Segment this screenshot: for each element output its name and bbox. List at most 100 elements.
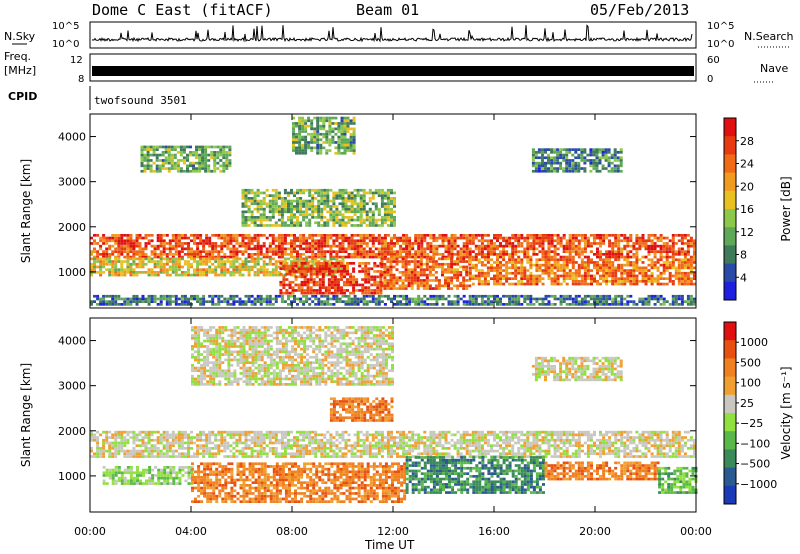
heatmap-cell [616,159,620,162]
heatmap-cell [313,138,317,142]
heatmap-cell [298,127,302,131]
heatmap-cell [347,303,351,306]
heatmap-cell [319,124,323,128]
heatmap-cell [562,269,566,272]
heatmap-cell [580,151,584,154]
heatmap-cell [332,199,336,203]
heatmap-cell [259,297,263,301]
heatmap-cell [523,274,527,278]
heatmap-cell [326,210,330,214]
heatmap-cell [577,266,581,270]
heatmap-cell [680,300,684,303]
heatmap-cell [617,303,621,306]
heatmap-cell [602,271,606,275]
heatmap-cell [193,297,196,301]
heatmap-cell [589,151,593,154]
heatmap-cell [653,280,657,283]
heatmap-cell [447,255,451,259]
heatmap-cell [338,300,342,303]
heatmap-cell [235,236,239,240]
heatmap-cell [170,161,174,165]
heatmap-cell [392,273,396,277]
heatmap-cell [222,169,226,173]
heatmap-cell [474,244,478,248]
heatmap-cell [486,255,490,259]
heatmap-cell [346,143,350,147]
heatmap-cell [111,300,115,303]
heatmap-cell [299,253,303,256]
heatmap-cell [259,271,263,274]
heatmap-cell [132,297,136,301]
heatmap-cell [417,242,421,245]
heatmap-cell [553,263,557,267]
heatmap-cell [590,261,593,264]
heatmap-cell [271,242,275,245]
heatmap-cell [574,300,578,303]
heatmap-cell [318,270,322,273]
heatmap-cell [407,268,411,271]
heatmap-cell [499,269,502,272]
heatmap-cell [259,202,263,206]
heatmap-cell [265,262,269,266]
heatmap-cell [523,277,527,280]
heatmap-cell [352,275,356,279]
heatmap-cell [526,250,530,253]
heatmap-cell [693,303,696,306]
heatmap-cell [114,294,118,298]
heatmap-cell [441,265,444,269]
heatmap-cell [483,300,487,303]
heatmap-cell [447,303,451,306]
heatmap-cell [156,430,160,434]
heatmap-cell [380,281,384,285]
heatmap-cell [547,167,550,170]
heatmap-cell [214,303,218,306]
heatmap-cell [305,255,309,259]
heatmap-cell [590,277,593,280]
heatmap-cell [265,255,269,259]
heatmap-cell [653,244,657,248]
heatmap-cell [174,253,178,256]
heatmap-cell [158,164,162,168]
heatmap-cell [290,210,293,214]
heatmap-cell [105,430,109,434]
heatmap-cell [292,127,295,131]
heatmap-cell [556,266,560,270]
heatmap-cell [583,263,587,267]
heatmap-cell [511,234,515,237]
heatmap-cell [287,207,290,211]
heatmap-cell [232,268,236,271]
heatmap-cell [435,297,439,301]
heatmap-cell [196,300,200,303]
heatmap-cell [480,303,484,306]
heatmap-cell [123,438,127,442]
heatmap-cell [577,253,581,256]
heatmap-cell [599,300,602,303]
heatmap-cell [211,250,215,253]
heatmap-cell [423,253,427,256]
heatmap-cell [271,250,275,253]
heatmap-cell [277,205,281,208]
heatmap-cell [559,148,563,151]
heatmap-cell [225,153,229,157]
heatmap-cell [140,169,144,173]
heatmap-cell [302,218,306,222]
heatmap-cell [146,159,150,162]
heatmap-cell [338,213,342,216]
heatmap-cell [349,272,353,276]
heatmap-cell [380,205,384,208]
heatmap-cell [541,244,545,248]
heatmap-cell [620,269,624,272]
heatmap-cell [326,242,330,245]
heatmap-cell [153,273,157,277]
heatmap-cell [135,300,139,303]
heatmap-cell [477,250,481,253]
heatmap-cell [141,257,145,261]
heatmap-cell [232,239,236,243]
heatmap-cell [132,253,136,256]
heatmap-cell [459,253,463,256]
heatmap-cell [444,268,447,271]
heatmap-cell [102,441,106,445]
heatmap-cell [290,191,293,195]
heatmap-cell [156,234,160,237]
heatmap-cell [393,191,396,195]
